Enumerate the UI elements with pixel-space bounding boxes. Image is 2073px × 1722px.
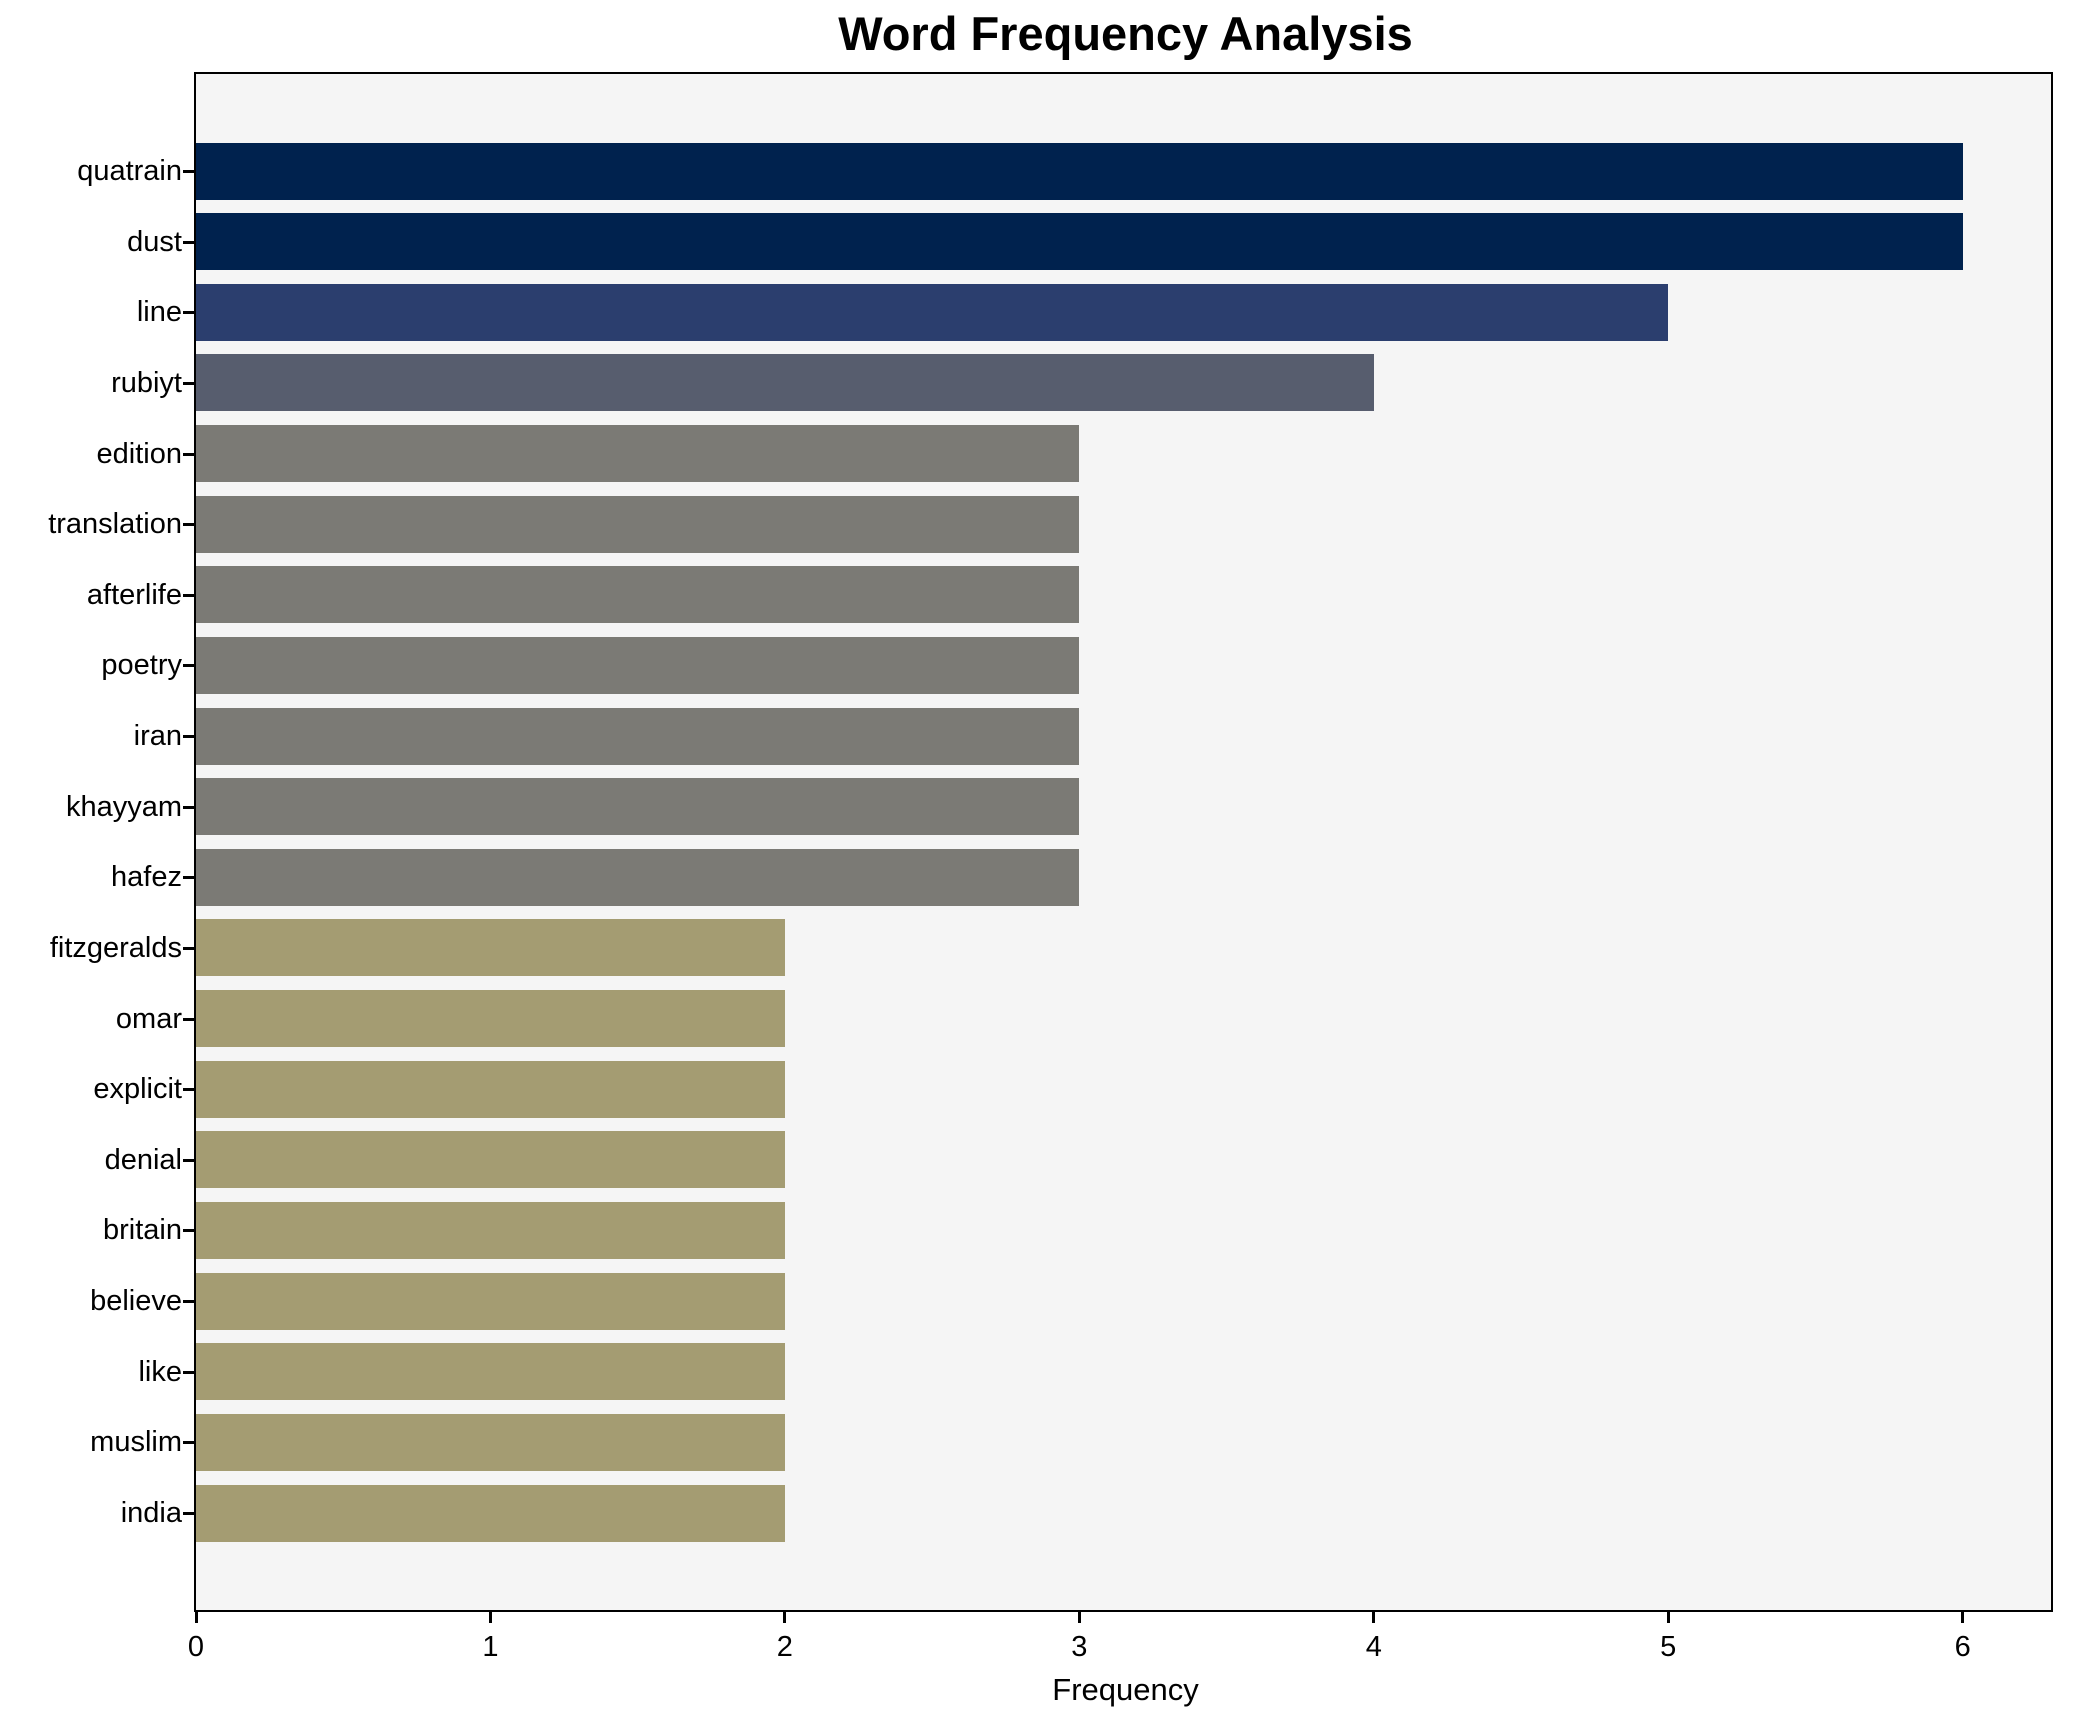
y-axis-label-explicit: explicit (93, 1073, 182, 1106)
y-axis-label-believe: believe (90, 1285, 182, 1318)
y-tick (183, 1300, 194, 1304)
y-tick (183, 381, 194, 385)
bar-hafez (196, 848, 1080, 906)
y-axis-label-dust: dust (127, 225, 182, 258)
bar-rubiyt (196, 354, 1374, 412)
chart-title: Word Frequency Analysis (838, 7, 1413, 60)
bar-muslim (196, 1413, 785, 1471)
y-axis-label-omar: omar (115, 1002, 182, 1035)
bar-denial (196, 1131, 785, 1189)
bar-poetry (196, 636, 1080, 694)
y-tick (183, 170, 194, 173)
y-axis-label-edition: edition (96, 437, 182, 470)
y-tick (183, 1441, 194, 1445)
bar-khayyam (196, 778, 1080, 836)
x-tick (1077, 1612, 1081, 1623)
x-tick-label-5: 5 (1660, 1631, 1677, 1663)
bar-like (196, 1343, 785, 1401)
y-axis-label-like: like (138, 1355, 182, 1388)
y-tick (183, 1158, 194, 1162)
x-tick-label-2: 2 (776, 1631, 793, 1663)
y-tick (183, 805, 194, 809)
bar-edition (196, 425, 1080, 483)
y-tick (183, 240, 194, 244)
bar-britain (196, 1201, 785, 1259)
y-axis-label-iran: iran (133, 720, 182, 753)
x-tick (783, 1612, 787, 1623)
bar-explicit (196, 1060, 785, 1118)
y-tick (183, 1088, 194, 1092)
y-tick (183, 452, 194, 456)
y-axis-label-quatrain: quatrain (77, 155, 182, 187)
y-tick (183, 664, 194, 668)
x-tick-label-3: 3 (1071, 1631, 1088, 1663)
bar-iran (196, 707, 1080, 765)
y-tick (183, 523, 194, 527)
y-axis-label-hafez: hafez (111, 861, 182, 894)
y-axis-label-poetry: poetry (101, 649, 182, 682)
y-tick (183, 1229, 194, 1233)
x-tick-label-0: 0 (187, 1631, 205, 1663)
y-axis-label-khayyam: khayyam (65, 790, 182, 823)
y-tick (183, 735, 194, 739)
y-tick (183, 593, 194, 597)
y-axis-label-denial: denial (104, 1143, 182, 1176)
y-axis-label-translation: translation (48, 508, 182, 541)
y-axis-label-britain: britain (103, 1214, 182, 1247)
y-axis-label-afterlife: afterlife (86, 578, 182, 611)
y-tick (183, 876, 194, 880)
bar-translation (196, 495, 1080, 553)
y-axis-label-fitzgeralds: fitzgeralds (49, 931, 182, 964)
x-tick-label-1: 1 (482, 1631, 499, 1663)
bar-fitzgeralds (196, 919, 785, 977)
x-tick (1372, 1612, 1376, 1623)
y-tick (183, 1017, 194, 1021)
y-axis-label-india: india (120, 1497, 182, 1529)
y-tick (183, 946, 194, 950)
bar-believe (196, 1272, 785, 1330)
bar-quatrain (196, 142, 1963, 200)
y-tick (183, 1512, 194, 1515)
y-tick (183, 1370, 194, 1374)
y-axis-label-rubiyt: rubiyt (111, 366, 182, 399)
bar-line (196, 283, 1669, 341)
plot-area (194, 72, 2053, 1612)
bar-india (196, 1484, 785, 1542)
y-tick (183, 311, 194, 315)
x-tick-label-4: 4 (1365, 1631, 1382, 1663)
bar-dust (196, 213, 1963, 271)
x-axis-title: Frequency (1052, 1672, 1199, 1707)
x-tick (194, 1612, 198, 1623)
x-tick-label-6: 6 (1954, 1631, 1971, 1663)
x-tick (1666, 1612, 1670, 1623)
x-tick (488, 1612, 492, 1623)
bar-omar (196, 990, 785, 1048)
y-axis-label-muslim: muslim (90, 1426, 182, 1459)
y-axis-label-line: line (136, 296, 182, 329)
x-tick (1961, 1612, 1965, 1623)
bar-afterlife (196, 566, 1080, 624)
